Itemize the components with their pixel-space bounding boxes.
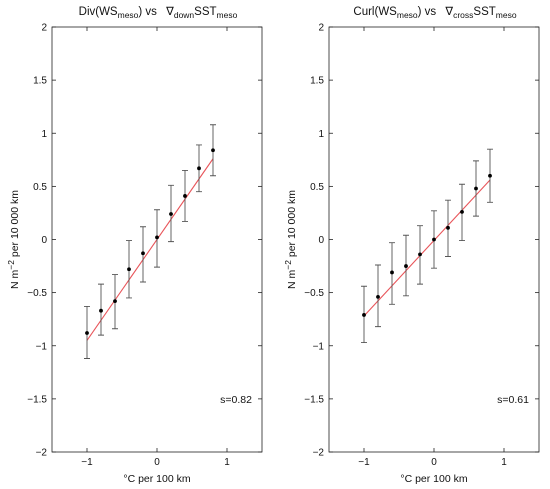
title-suffix-subscript: meso (217, 10, 238, 20)
title-middle: ) vs (138, 6, 160, 18)
chart-title: Curl(WSmeso) vs ∇crossSSTmeso (353, 6, 516, 20)
y-tick-label: 0 (318, 235, 324, 246)
title-prefix: Div(WS (79, 6, 118, 18)
data-point (211, 148, 215, 153)
data-point (362, 313, 366, 317)
title-prefix: Curl(WS (353, 6, 397, 18)
y-tick-label: −2 (36, 448, 48, 459)
y-tick-label: 0.5 (310, 182, 324, 193)
data-point (113, 299, 117, 304)
y-axis-label: N m−2 per 10 000 km (6, 190, 21, 289)
data-point (197, 166, 201, 171)
x-tick-label: 0 (431, 457, 437, 468)
panel-right: −2 −1.5 −1 −0.5 0 0.5 1 1.5 2 −1 0 1 °C per 100 km N … (283, 6, 540, 485)
y-tick-label: −0.5 (304, 288, 324, 299)
title-prefix-subscript: meso (397, 10, 418, 20)
y-tick-label: −0.5 (27, 288, 47, 299)
x-tick-label: 1 (501, 457, 507, 468)
title-nabla-subscript: down (174, 10, 195, 20)
y-tick-label: 1 (318, 129, 324, 140)
fit-line (363, 179, 491, 317)
title-middle: ) vs (418, 6, 440, 18)
y-axis-label-rest: per 10 000 km (286, 190, 298, 260)
slope-annotation: s=0.61 (497, 394, 529, 406)
y-tick-label: 0.5 (33, 182, 47, 193)
data-point (183, 194, 187, 198)
fit-line (86, 158, 214, 341)
x-tick-label: 0 (154, 457, 160, 468)
data-point (390, 270, 394, 275)
y-axis-label-exponent: −2 (283, 260, 293, 270)
y-tick-label: −2 (313, 448, 325, 459)
y-tick-label: 2 (318, 23, 324, 34)
data-point (85, 331, 89, 335)
title-nabla-symbol: ∇ (444, 6, 454, 18)
title-prefix-subscript: meso (118, 10, 139, 20)
x-tick-label: 1 (224, 457, 230, 468)
title-nabla-subscript: cross (453, 10, 473, 20)
title-suffix-subscript: meso (496, 10, 517, 20)
y-axis-label-unit: N m (9, 270, 21, 290)
data-point (169, 212, 173, 216)
y-axis-label-unit: N m (286, 270, 298, 290)
data-point (404, 264, 408, 268)
y-tick-label: −1 (36, 341, 48, 352)
title-suffix: SST (194, 6, 216, 18)
slope-annotation: s=0.82 (220, 394, 252, 406)
chart-title: Div(WSmeso) vs ∇downSSTmeso (79, 6, 238, 20)
y-tick-label: −1 (313, 341, 325, 352)
data-point (155, 235, 159, 240)
title-suffix: SST (473, 6, 495, 18)
y-tick-label: 0 (41, 235, 47, 246)
data-point (376, 294, 380, 299)
data-point (488, 173, 492, 178)
y-tick-label: 1 (41, 129, 47, 140)
data-point (127, 267, 131, 272)
y-axis-label: N m−2 per 10 000 km (283, 190, 298, 289)
y-tick-label: −1.5 (27, 394, 47, 405)
data-point (418, 252, 422, 257)
data-point (474, 186, 478, 191)
x-axis-label: °C per 100 km (123, 473, 190, 485)
y-tick-label: 2 (41, 23, 47, 34)
x-tick-label: −1 (358, 457, 370, 468)
y-tick-label: 1.5 (33, 76, 47, 87)
data-point (432, 237, 436, 242)
x-axis-label: °C per 100 km (400, 473, 467, 485)
data-point (141, 251, 145, 256)
y-tick-label: 1.5 (310, 76, 324, 87)
data-point (446, 225, 450, 230)
y-axis-label-exponent: −2 (6, 260, 16, 270)
y-axis-label-rest: per 10 000 km (9, 190, 21, 260)
data-point (460, 209, 464, 214)
panel-left: −2 −1.5 −1 −0.5 0 0.5 1 1.5 2 −1 0 1 °C per 100 km N … (6, 6, 263, 485)
x-tick-label: −1 (81, 457, 93, 468)
title-nabla-symbol: ∇ (165, 6, 175, 18)
data-point (99, 308, 103, 313)
y-tick-label: −1.5 (304, 394, 324, 405)
